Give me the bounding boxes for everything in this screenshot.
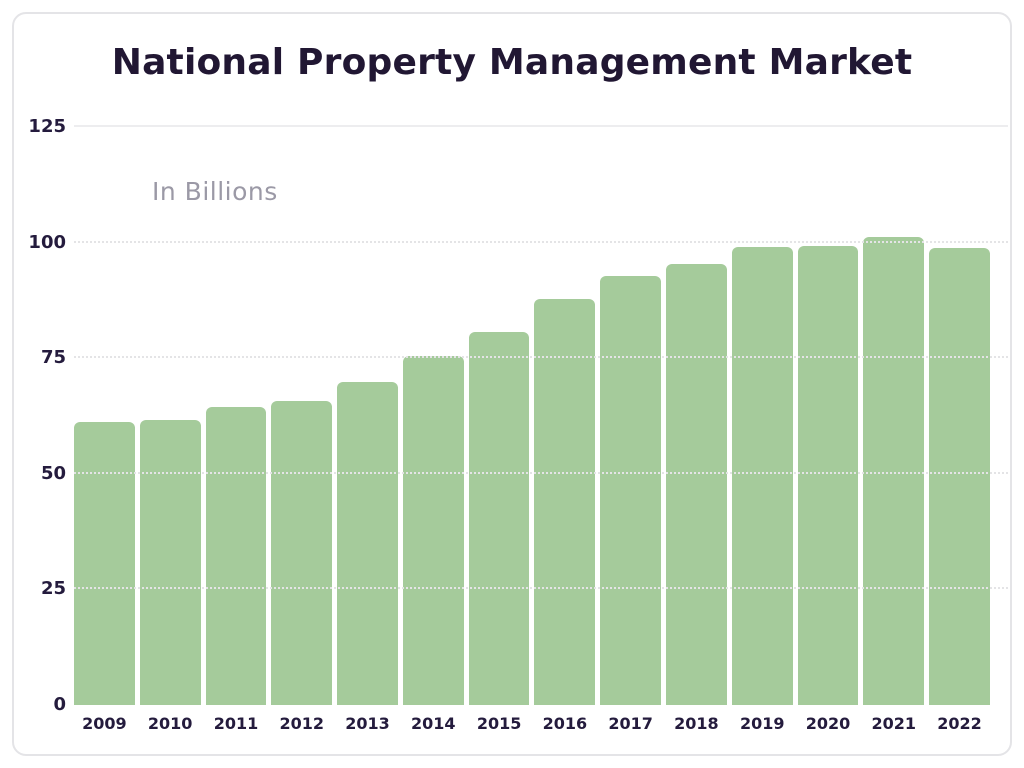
x-tick-label-2013: 2013 xyxy=(345,714,390,733)
bar-2009 xyxy=(74,421,135,705)
y-tick-label-25: 25 xyxy=(40,578,66,600)
x-tick-label-2019: 2019 xyxy=(739,714,785,733)
gridline-50 xyxy=(74,471,1008,474)
gridline-75 xyxy=(74,356,1008,359)
y-tick-label-50: 50 xyxy=(40,462,66,484)
x-tick-label-2018: 2018 xyxy=(674,714,719,733)
y-tick-label-75: 75 xyxy=(40,347,66,369)
x-tick-label-2009: 2009 xyxy=(82,714,127,733)
x-tick-label-2014: 2014 xyxy=(411,714,456,733)
bar-2013 xyxy=(337,381,398,705)
bar-2018 xyxy=(666,264,727,705)
bar-2020 xyxy=(797,245,859,705)
x-axis: 2009 2010 2011 2012 2013 2014 2015 2016 2017 2018… xyxy=(74,714,990,733)
x-tick-label-2010: 2010 xyxy=(147,714,193,733)
bar-2010 xyxy=(139,420,201,705)
x-tick-label-2011: 2011 xyxy=(213,714,259,733)
y-tick-label-100: 100 xyxy=(28,231,66,253)
bar-2014 xyxy=(402,355,464,705)
bar-2019 xyxy=(731,247,793,705)
x-tick-label-2012: 2012 xyxy=(279,714,324,733)
x-tick-label-2022: 2022 xyxy=(937,714,982,733)
x-tick-label-2016: 2016 xyxy=(542,714,588,733)
bars xyxy=(74,127,990,705)
chart-title: National Property Management Market xyxy=(111,42,913,83)
x-tick-label-2020: 2020 xyxy=(805,714,851,733)
x-tick-label-2021: 2021 xyxy=(871,714,917,733)
y-tick-label-0: 0 xyxy=(53,694,66,715)
bar-2017 xyxy=(600,275,662,705)
x-tick-label-2015: 2015 xyxy=(476,714,522,733)
bar-2015 xyxy=(468,332,530,705)
x-tick-label-2017: 2017 xyxy=(608,714,653,733)
plot-area xyxy=(74,125,1008,705)
bar-2021 xyxy=(863,237,925,705)
gridline-100 xyxy=(74,240,1008,243)
y-tick-label-125: 125 xyxy=(28,116,66,137)
chart-card: National Property Management Market In B… xyxy=(12,12,1012,756)
y-axis: 0 25 50 75 100 125 xyxy=(14,118,66,714)
bar-2016 xyxy=(534,299,596,705)
bar-2022 xyxy=(929,247,990,705)
bar-2011 xyxy=(205,407,267,705)
gridline-125 xyxy=(74,125,1008,127)
chart-subtitle: In Billions xyxy=(152,177,278,206)
bar-2012 xyxy=(271,400,333,705)
gridline-25 xyxy=(74,587,1008,590)
